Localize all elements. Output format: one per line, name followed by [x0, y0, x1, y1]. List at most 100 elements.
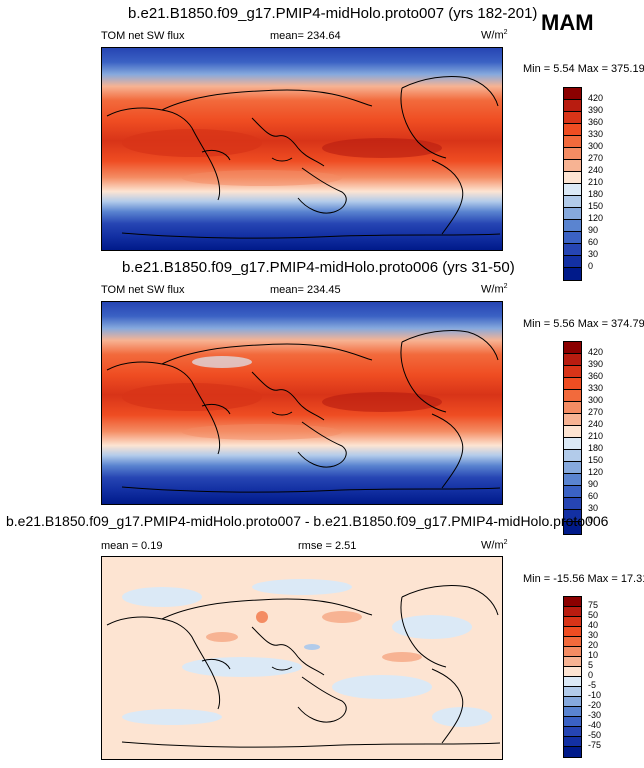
panel2-colorbar-label: 0 [588, 515, 594, 525]
panel2-colorbar-cell [564, 378, 581, 390]
panel3-colorbar-label: 50 [588, 610, 599, 620]
panel1-mean: mean= 234.64 [270, 30, 341, 42]
panel1-colorbar-label: 360 [588, 117, 604, 127]
panel1-title: b.e21.B1850.f09_g17.PMIP4-midHolo.proto0… [128, 5, 538, 22]
panel1-variable-label: TOM net SW flux [101, 30, 185, 42]
panel2-map [101, 301, 503, 505]
panel3-colorbar-label: 30 [588, 630, 599, 640]
panel1-colorbar-cell [564, 88, 581, 100]
panel3-colorbar-cell [564, 737, 581, 747]
panel2-colorbar-cell [564, 510, 581, 522]
panel3-colorbar-label: 5 [588, 660, 594, 670]
panel1-colorbar-label: 300 [588, 141, 604, 151]
panel1-colorbar-cell [564, 256, 581, 268]
panel3-title: b.e21.B1850.f09_g17.PMIP4-midHolo.proto0… [6, 513, 609, 529]
panel2-colorbar-label: 330 [588, 383, 604, 393]
panel3-colorbar-label: -75 [588, 740, 602, 750]
panel2-colorbar-cell [564, 474, 581, 486]
panel2-colorbar-label: 390 [588, 359, 604, 369]
panel1-colorbar-cell [564, 196, 581, 208]
panel1-colorbar-label: 150 [588, 201, 604, 211]
panel2-colorbar-cell [564, 390, 581, 402]
panel3-colorbar-cell [564, 637, 581, 647]
panel3-colorbar-cell [564, 687, 581, 697]
panel1-colorbar-label: 180 [588, 189, 604, 199]
panel1-colorbar-cell [564, 160, 581, 172]
panel3-colorbar-label: -50 [588, 730, 602, 740]
panel1-colorbar [563, 87, 582, 281]
panel1-colorbar-cell [564, 148, 581, 160]
panel1-minmax: Min = 5.54 Max = 375.19 [523, 63, 644, 75]
panel3-colorbar-label: 0 [588, 670, 594, 680]
panel2-variable-label: TOM net SW flux [101, 284, 185, 296]
panel2-colorbar-label: 300 [588, 395, 604, 405]
panel3-units: W/m2 [481, 539, 508, 552]
panel2-minmax: Min = 5.56 Max = 374.79 [523, 318, 644, 330]
panel3-colorbar-cell [564, 697, 581, 707]
panel2-colorbar-cell [564, 342, 581, 354]
panel2-colorbar-label: 180 [588, 443, 604, 453]
panel1-colorbar-label: 420 [588, 93, 604, 103]
panel1-colorbar-label: 390 [588, 105, 604, 115]
panel2-colorbar-label: 420 [588, 347, 604, 357]
panel2-colorbar-label: 270 [588, 407, 604, 417]
panel2-colorbar-label: 240 [588, 419, 604, 429]
panel1-colorbar-cell [564, 244, 581, 256]
panel1-colorbar-cell [564, 112, 581, 124]
panel2-title: b.e21.B1850.f09_g17.PMIP4-midHolo.proto0… [122, 259, 515, 276]
panel1-colorbar-label: 330 [588, 129, 604, 139]
panel3-colorbar-cell [564, 727, 581, 737]
panel1-colorbar-cell [564, 268, 581, 280]
panel1-colorbar-label: 240 [588, 165, 604, 175]
panel2-colorbar-label: 360 [588, 371, 604, 381]
panel3-colorbar-cell [564, 747, 581, 757]
panel3-colorbar-label: -30 [588, 710, 602, 720]
panel1-colorbar-cell [564, 124, 581, 136]
panel2-mean: mean= 234.45 [270, 284, 341, 296]
panel2-colorbar-cell [564, 366, 581, 378]
panel1-colorbar-label: 0 [588, 261, 594, 271]
panel3-colorbar-cell [564, 617, 581, 627]
panel2-colorbar-label: 30 [588, 503, 599, 513]
panel2-colorbar-label: 210 [588, 431, 604, 441]
panel3-colorbar [563, 596, 582, 758]
panel3-colorbar-cell [564, 627, 581, 637]
panel2-colorbar [563, 341, 582, 535]
panel3-colorbar-label: -40 [588, 720, 602, 730]
panel1-colorbar-label: 210 [588, 177, 604, 187]
panel3-mean: mean = 0.19 [101, 540, 163, 552]
panel1-colorbar-label: 90 [588, 225, 599, 235]
panel1-units: W/m2 [481, 29, 508, 42]
panel2-colorbar-cell [564, 486, 581, 498]
panel3-colorbar-label: 75 [588, 600, 599, 610]
panel2-units: W/m2 [481, 283, 508, 296]
panel3-colorbar-cell [564, 647, 581, 657]
panel3-colorbar-cell [564, 717, 581, 727]
panel2-colorbar-cell [564, 414, 581, 426]
panel3-colorbar-cell [564, 597, 581, 607]
panel3-colorbar-label: -10 [588, 690, 602, 700]
panel2-colorbar-label: 120 [588, 467, 604, 477]
panel1-map [101, 47, 503, 251]
panel2-colorbar-cell [564, 438, 581, 450]
panel3-rmse: rmse = 2.51 [298, 540, 357, 552]
panel2-colorbar-cell [564, 498, 581, 510]
season-label: MAM [541, 10, 594, 35]
panel2-colorbar-label: 150 [588, 455, 604, 465]
panel3-colorbar-cell [564, 607, 581, 617]
panel2-colorbar-label: 60 [588, 491, 599, 501]
panel1-colorbar-cell [564, 136, 581, 148]
panel1-colorbar-label: 60 [588, 237, 599, 247]
panel3-colorbar-cell [564, 677, 581, 687]
panel2-colorbar-cell [564, 426, 581, 438]
panel2-colorbar-cell [564, 462, 581, 474]
panel1-colorbar-cell [564, 232, 581, 244]
panel3-colorbar-label: 10 [588, 650, 599, 660]
panel2-colorbar-cell [564, 402, 581, 414]
panel3-colorbar-label: -20 [588, 700, 602, 710]
panel1-colorbar-cell [564, 220, 581, 232]
panel3-minmax: Min = -15.56 Max = 17.31 [523, 573, 644, 585]
panel3-colorbar-cell [564, 707, 581, 717]
panel1-colorbar-label: 120 [588, 213, 604, 223]
panel2-colorbar-cell [564, 354, 581, 366]
